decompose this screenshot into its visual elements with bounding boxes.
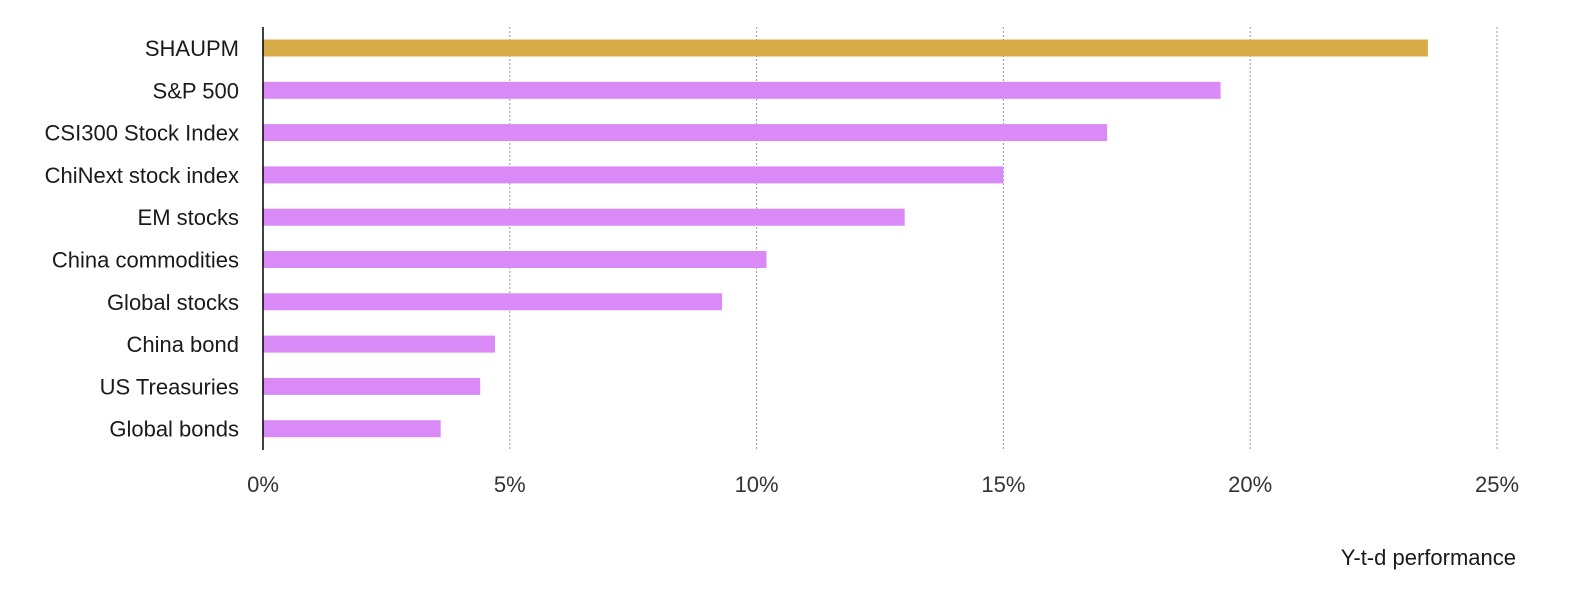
category-label: Global stocks (107, 290, 239, 315)
x-tick-label: 0% (247, 472, 279, 497)
x-tick-label: 25% (1475, 472, 1519, 497)
bar (263, 377, 481, 395)
category-label: CSI300 Stock Index (45, 121, 239, 146)
bars (263, 39, 1428, 438)
bar (263, 208, 905, 226)
bar (263, 335, 495, 353)
bar (263, 166, 1004, 184)
category-label: EM stocks (138, 205, 239, 230)
bar (263, 293, 723, 311)
bar (263, 251, 767, 268)
bar (263, 124, 1108, 142)
bar (263, 81, 1221, 99)
category-label: China bond (126, 332, 239, 357)
x-tick-labels: 0% 5% 10% 15% 20% 25% (247, 472, 1519, 497)
category-label: S&P 500 (153, 78, 239, 103)
gridlines (509, 27, 1498, 450)
category-label: SHAUPM (145, 36, 239, 61)
x-tick-label: 20% (1228, 472, 1272, 497)
category-label: US Treasuries (100, 374, 239, 399)
x-axis-title: Y-t-d performance (1341, 545, 1516, 570)
x-tick-label: 5% (494, 472, 526, 497)
category-label: ChiNext stock index (45, 163, 239, 188)
x-tick-label: 10% (735, 472, 779, 497)
category-label: Global bonds (109, 417, 239, 442)
category-label: China commodities (52, 248, 239, 273)
bar (263, 39, 1428, 57)
x-tick-label: 15% (981, 472, 1025, 497)
bar (263, 420, 441, 438)
category-labels: SHAUPM S&P 500 CSI300 Stock Index ChiNext s… (45, 36, 239, 442)
